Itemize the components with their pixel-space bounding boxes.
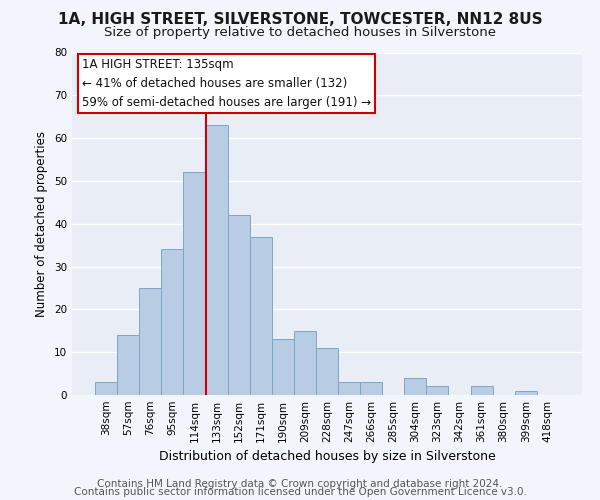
Bar	[404, 378, 427, 395]
Bar	[206, 126, 227, 395]
Bar	[117, 335, 139, 395]
Bar	[316, 348, 338, 395]
Bar	[161, 250, 184, 395]
Bar	[250, 236, 272, 395]
Bar	[139, 288, 161, 395]
Text: 1A HIGH STREET: 135sqm
← 41% of detached houses are smaller (132)
59% of semi-de: 1A HIGH STREET: 135sqm ← 41% of detached…	[82, 58, 371, 108]
Bar	[470, 386, 493, 395]
Bar	[227, 215, 250, 395]
Text: Contains HM Land Registry data © Crown copyright and database right 2024.: Contains HM Land Registry data © Crown c…	[97, 479, 503, 489]
Bar	[95, 382, 117, 395]
Text: Size of property relative to detached houses in Silverstone: Size of property relative to detached ho…	[104, 26, 496, 39]
Bar	[184, 172, 206, 395]
Text: 1A, HIGH STREET, SILVERSTONE, TOWCESTER, NN12 8US: 1A, HIGH STREET, SILVERSTONE, TOWCESTER,…	[58, 12, 542, 28]
Bar	[515, 390, 537, 395]
Bar	[360, 382, 382, 395]
Bar	[272, 340, 294, 395]
X-axis label: Distribution of detached houses by size in Silverstone: Distribution of detached houses by size …	[158, 450, 496, 464]
Bar	[338, 382, 360, 395]
Text: Contains public sector information licensed under the Open Government Licence v3: Contains public sector information licen…	[74, 487, 526, 497]
Bar	[294, 331, 316, 395]
Y-axis label: Number of detached properties: Number of detached properties	[35, 130, 49, 317]
Bar	[427, 386, 448, 395]
